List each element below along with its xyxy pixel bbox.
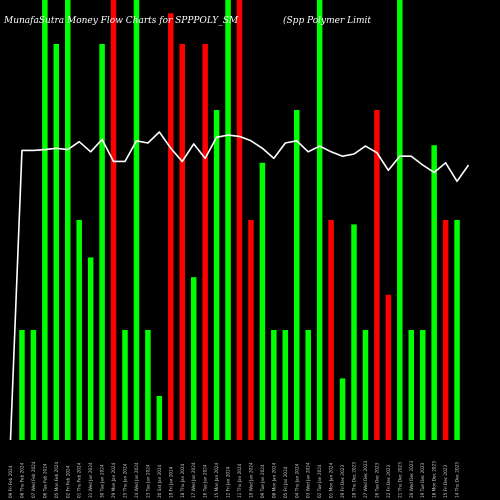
x-tick-label-9: 29 Mon Jan 2024 xyxy=(111,462,116,498)
bar-2 xyxy=(42,0,48,440)
bar-37 xyxy=(442,220,449,440)
bar-36 xyxy=(431,145,437,440)
bar-33 xyxy=(397,0,403,440)
bar-34 xyxy=(408,330,414,440)
bar-21 xyxy=(259,162,266,441)
bar-10 xyxy=(133,0,140,440)
bar-17 xyxy=(213,110,220,440)
x-tick-label-39: 14 Thu Dec 2023 xyxy=(455,462,460,498)
bar-26 xyxy=(316,0,323,440)
x-tick-label-1: 08 Thu Feb 2024 xyxy=(19,462,24,498)
bar-14 xyxy=(179,44,185,440)
x-tick-label-2: 07 Wed Feb 2024 xyxy=(31,461,36,498)
bars-layer xyxy=(19,0,460,441)
bar-13 xyxy=(168,13,174,440)
bar-7 xyxy=(99,44,105,440)
x-tick-label-10: 25 Thu Jan 2024 xyxy=(123,463,128,498)
x-tick-label-21: 10 Wed Jan 2024 xyxy=(248,462,253,498)
x-tick-label-3: 06 Tue Feb 2024 xyxy=(42,463,47,498)
x-tick-label-4: 05 Mon Feb 2024 xyxy=(54,461,59,498)
bar-5 xyxy=(76,220,82,440)
bar-3 xyxy=(53,44,60,440)
money-flow-line xyxy=(9,131,470,441)
bar-15 xyxy=(190,277,197,440)
x-tick-label-36: 19 Tue Dec 2023 xyxy=(420,462,425,498)
x-tick-label-13: 20 Sat Jan 2024 xyxy=(157,464,162,498)
bar-0 xyxy=(19,330,25,440)
bar-28 xyxy=(339,378,346,440)
bar-27 xyxy=(328,220,334,440)
chart-title-right: (Spp Polymer Limit xyxy=(283,15,371,26)
bar-9 xyxy=(122,330,128,440)
bar-25 xyxy=(305,330,311,440)
x-tick-label-20: 11 Thu Jan 2024 xyxy=(237,463,242,498)
bar-11 xyxy=(145,330,151,440)
chart-title-left: MunafaSutra Money Flow Charts for SPPPOL… xyxy=(3,16,239,26)
x-tick-label-12: 23 Tue Jan 2024 xyxy=(145,464,150,498)
bar-18 xyxy=(225,0,231,440)
bar-22 xyxy=(271,330,277,440)
x-tick-label-22: 09 Tue Jan 2024 xyxy=(260,464,265,498)
bar-6 xyxy=(87,257,94,440)
bar-19 xyxy=(236,0,243,440)
x-tick-label-26: 03 Wed Jan 2024 xyxy=(306,462,311,498)
bar-29 xyxy=(351,224,357,440)
x-tick-label-17: 16 Tue Jan 2024 xyxy=(203,464,208,498)
bar-32 xyxy=(385,294,392,440)
x-tick-label-30: 28 Thu Dec 2023 xyxy=(352,462,357,498)
x-tick-label-11: 24 Wed Jan 2024 xyxy=(134,462,139,498)
x-tick-label-14: 19 Fri Jan 2024 xyxy=(168,466,173,498)
x-tick-label-25: 04 Thu Jan 2024 xyxy=(294,463,299,498)
bar-8 xyxy=(110,0,117,440)
x-tick-label-24: 05 Fri Jan 2024 xyxy=(283,466,288,498)
x-tick-label-8: 30 Tue Jan 2024 xyxy=(100,464,105,498)
bar-4 xyxy=(65,0,71,440)
bar-16 xyxy=(202,44,208,440)
x-tick-label-18: 15 Mon Jan 2024 xyxy=(214,462,219,498)
x-tick-label-29: 29 Fri Dec 2023 xyxy=(340,465,345,498)
x-tick-label-34: 21 Thu Dec 2023 xyxy=(397,462,402,498)
x-tick-label-15: 18 Thu Jan 2024 xyxy=(180,463,185,498)
x-tick-label-33: 22 Fri Dec 2023 xyxy=(386,465,391,498)
bar-31 xyxy=(374,110,380,440)
bar-20 xyxy=(248,220,254,440)
x-tick-label-23: 08 Mon Jan 2024 xyxy=(271,462,276,498)
x-tick-label-0: 09 Fri Feb 2024 xyxy=(8,465,13,498)
x-tick-labels: 09 Fri Feb 2024 08 Thu Feb 2024 07 Wed Feb… xyxy=(8,460,460,498)
x-tick-label-38: 15 Fri Dec 2023 xyxy=(443,465,448,498)
x-tick-label-7: 31 Wed Jan 2024 xyxy=(88,462,93,498)
bar-23 xyxy=(282,330,289,440)
bar-30 xyxy=(362,330,369,440)
bar-24 xyxy=(294,110,300,440)
x-tick-label-31: 27 Wed Dec 2023 xyxy=(363,460,368,498)
x-tick-label-35: 20 Wed Dec 2023 xyxy=(409,460,414,498)
x-tick-label-28: 01 Mon Jan 2024 xyxy=(329,462,334,498)
x-tick-label-37: 18 Mon Dec 2023 xyxy=(432,461,437,498)
bar-12 xyxy=(156,396,163,440)
x-tick-label-32: 26 Tue Dec 2023 xyxy=(374,462,379,498)
x-tick-label-16: 17 Wed Jan 2024 xyxy=(191,462,196,498)
x-tick-label-5: 02 Fri Feb 2024 xyxy=(65,465,70,498)
bar-38 xyxy=(454,220,460,440)
bar-1 xyxy=(30,330,37,440)
x-tick-label-19: 12 Fri Jan 2024 xyxy=(226,466,231,498)
x-tick-label-27: 02 Tue Jan 2024 xyxy=(317,464,322,498)
bar-35 xyxy=(419,330,426,440)
x-tick-label-6: 01 Thu Feb 2024 xyxy=(77,462,82,498)
